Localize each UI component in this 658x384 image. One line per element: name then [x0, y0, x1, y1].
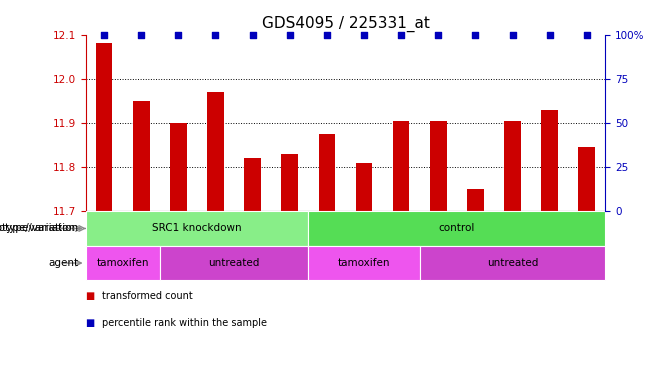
Point — [433, 31, 443, 38]
Bar — [207, 92, 224, 211]
Text: agent: agent — [49, 258, 79, 268]
Bar — [504, 121, 521, 211]
Bar — [467, 189, 484, 211]
Point — [99, 31, 109, 38]
Bar — [133, 101, 149, 211]
Point — [470, 31, 480, 38]
Point — [173, 31, 184, 38]
Bar — [160, 246, 309, 280]
Point — [507, 31, 518, 38]
Title: GDS4095 / 225331_at: GDS4095 / 225331_at — [261, 16, 430, 32]
Bar — [309, 246, 420, 280]
Text: untreated: untreated — [209, 258, 260, 268]
Text: tamoxifen: tamoxifen — [97, 258, 149, 268]
Text: transformed count: transformed count — [102, 291, 193, 301]
Bar — [356, 162, 372, 211]
Bar — [96, 43, 113, 211]
Text: genotype/variation: genotype/variation — [0, 223, 79, 233]
Bar — [282, 154, 298, 211]
Bar — [318, 134, 335, 211]
Point — [284, 31, 295, 38]
Bar — [86, 211, 309, 246]
Text: ■: ■ — [86, 318, 95, 328]
Point — [359, 31, 369, 38]
Text: tamoxifen: tamoxifen — [338, 258, 390, 268]
Text: genotype/variation: genotype/variation — [0, 223, 75, 233]
Bar — [309, 211, 605, 246]
Point — [544, 31, 555, 38]
Bar — [393, 121, 409, 211]
Text: control: control — [439, 223, 475, 233]
Bar — [430, 121, 447, 211]
Point — [211, 31, 221, 38]
Point — [247, 31, 258, 38]
Text: SRC1 knockdown: SRC1 knockdown — [152, 223, 241, 233]
Bar — [170, 123, 187, 211]
Text: percentile rank within the sample: percentile rank within the sample — [102, 318, 267, 328]
Bar — [542, 109, 558, 211]
Text: untreated: untreated — [487, 258, 538, 268]
Bar — [86, 246, 160, 280]
Point — [582, 31, 592, 38]
Text: ■: ■ — [86, 291, 95, 301]
Bar — [244, 158, 261, 211]
Point — [136, 31, 147, 38]
Bar — [578, 147, 595, 211]
Point — [322, 31, 332, 38]
Point — [396, 31, 407, 38]
Bar — [420, 246, 605, 280]
